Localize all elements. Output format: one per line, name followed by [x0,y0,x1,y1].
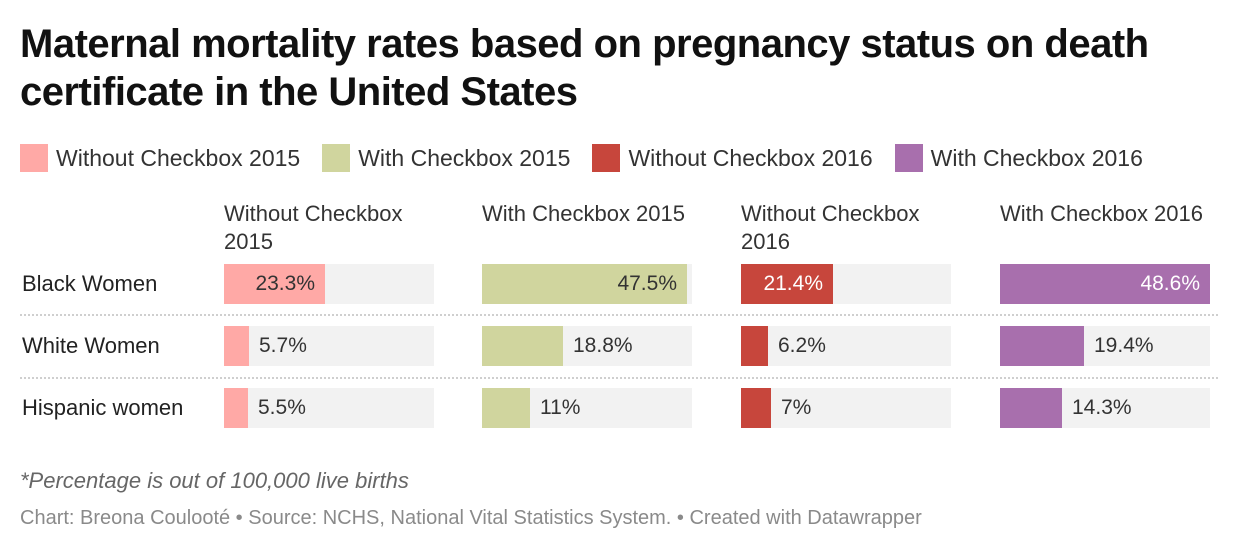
bar-track: 5.5% [224,388,434,428]
bar-track: 6.2% [741,326,951,366]
legend-item-with-2015: With Checkbox 2015 [322,144,570,172]
data-label: 48.6% [1140,272,1200,295]
data-label: 11% [540,396,581,419]
bar-track: 11% [482,388,692,428]
chart-title: Maternal mortality rates based on pregna… [20,22,1149,114]
row-label-white-women: White Women [22,333,160,358]
data-label: 6.2% [778,334,826,357]
data-label: 47.5% [617,272,677,295]
column-header: Without Checkbox 2015 [224,201,403,254]
legend-swatch [894,144,923,172]
bar [741,388,771,428]
legend-swatch [322,144,351,172]
bar-track: 19.4% [1000,326,1210,366]
legend-swatch [592,144,621,172]
bar-track: 7% [741,388,951,428]
legend-label: With Checkbox 2016 [930,144,1143,171]
bar-track: 14.3% [1000,388,1210,428]
legend: Without Checkbox 2015 With Checkbox 2015… [20,144,1165,172]
legend-label: Without Checkbox 2015 [56,144,301,171]
data-label: 14.3% [1072,396,1132,419]
data-label: 18.8% [573,334,633,357]
bar-track: 5.7% [224,326,434,366]
source-credit: Chart: Breona Coulooté • Source: NCHS, N… [20,507,922,529]
bar [482,388,530,428]
legend-swatch [20,144,48,172]
bar [1000,264,1210,304]
bar-track: 48.6% [1000,264,1210,304]
column-header: Without Checkbox 2016 [741,201,920,254]
bar [1000,388,1062,428]
bar-track: 23.3% [224,264,434,304]
column-header: With Checkbox 2016 [1000,201,1203,226]
data-label: 5.7% [259,334,307,357]
bar [482,264,687,304]
row-divider [20,377,1218,379]
legend-item-with-2016: With Checkbox 2016 [894,144,1143,172]
row-label-hispanic-women: Hispanic women [22,395,184,420]
data-label: 21.4% [763,272,823,295]
data-label: 23.3% [255,272,315,295]
bar [1000,326,1084,366]
data-label: 5.5% [258,396,306,419]
bar-track: 18.8% [482,326,692,366]
bar-track: 21.4% [741,264,951,304]
bar [741,326,768,366]
legend-item-without-2016: Without Checkbox 2016 [592,144,873,172]
row-divider [20,314,1218,316]
bar [224,326,249,366]
legend-label: With Checkbox 2015 [358,144,571,171]
bar-track: 47.5% [482,264,692,304]
bar [482,326,563,366]
data-label: 7% [781,396,812,419]
bar [741,264,833,304]
data-label: 19.4% [1094,334,1154,357]
column-header: With Checkbox 2015 [482,201,685,226]
bar [224,388,248,428]
footnote: *Percentage is out of 100,000 live birth… [20,468,409,493]
legend-item-without-2015: Without Checkbox 2015 [20,144,300,172]
bar [224,264,325,304]
legend-label: Without Checkbox 2016 [628,144,873,171]
row-label-black-women: Black Women [22,271,158,296]
